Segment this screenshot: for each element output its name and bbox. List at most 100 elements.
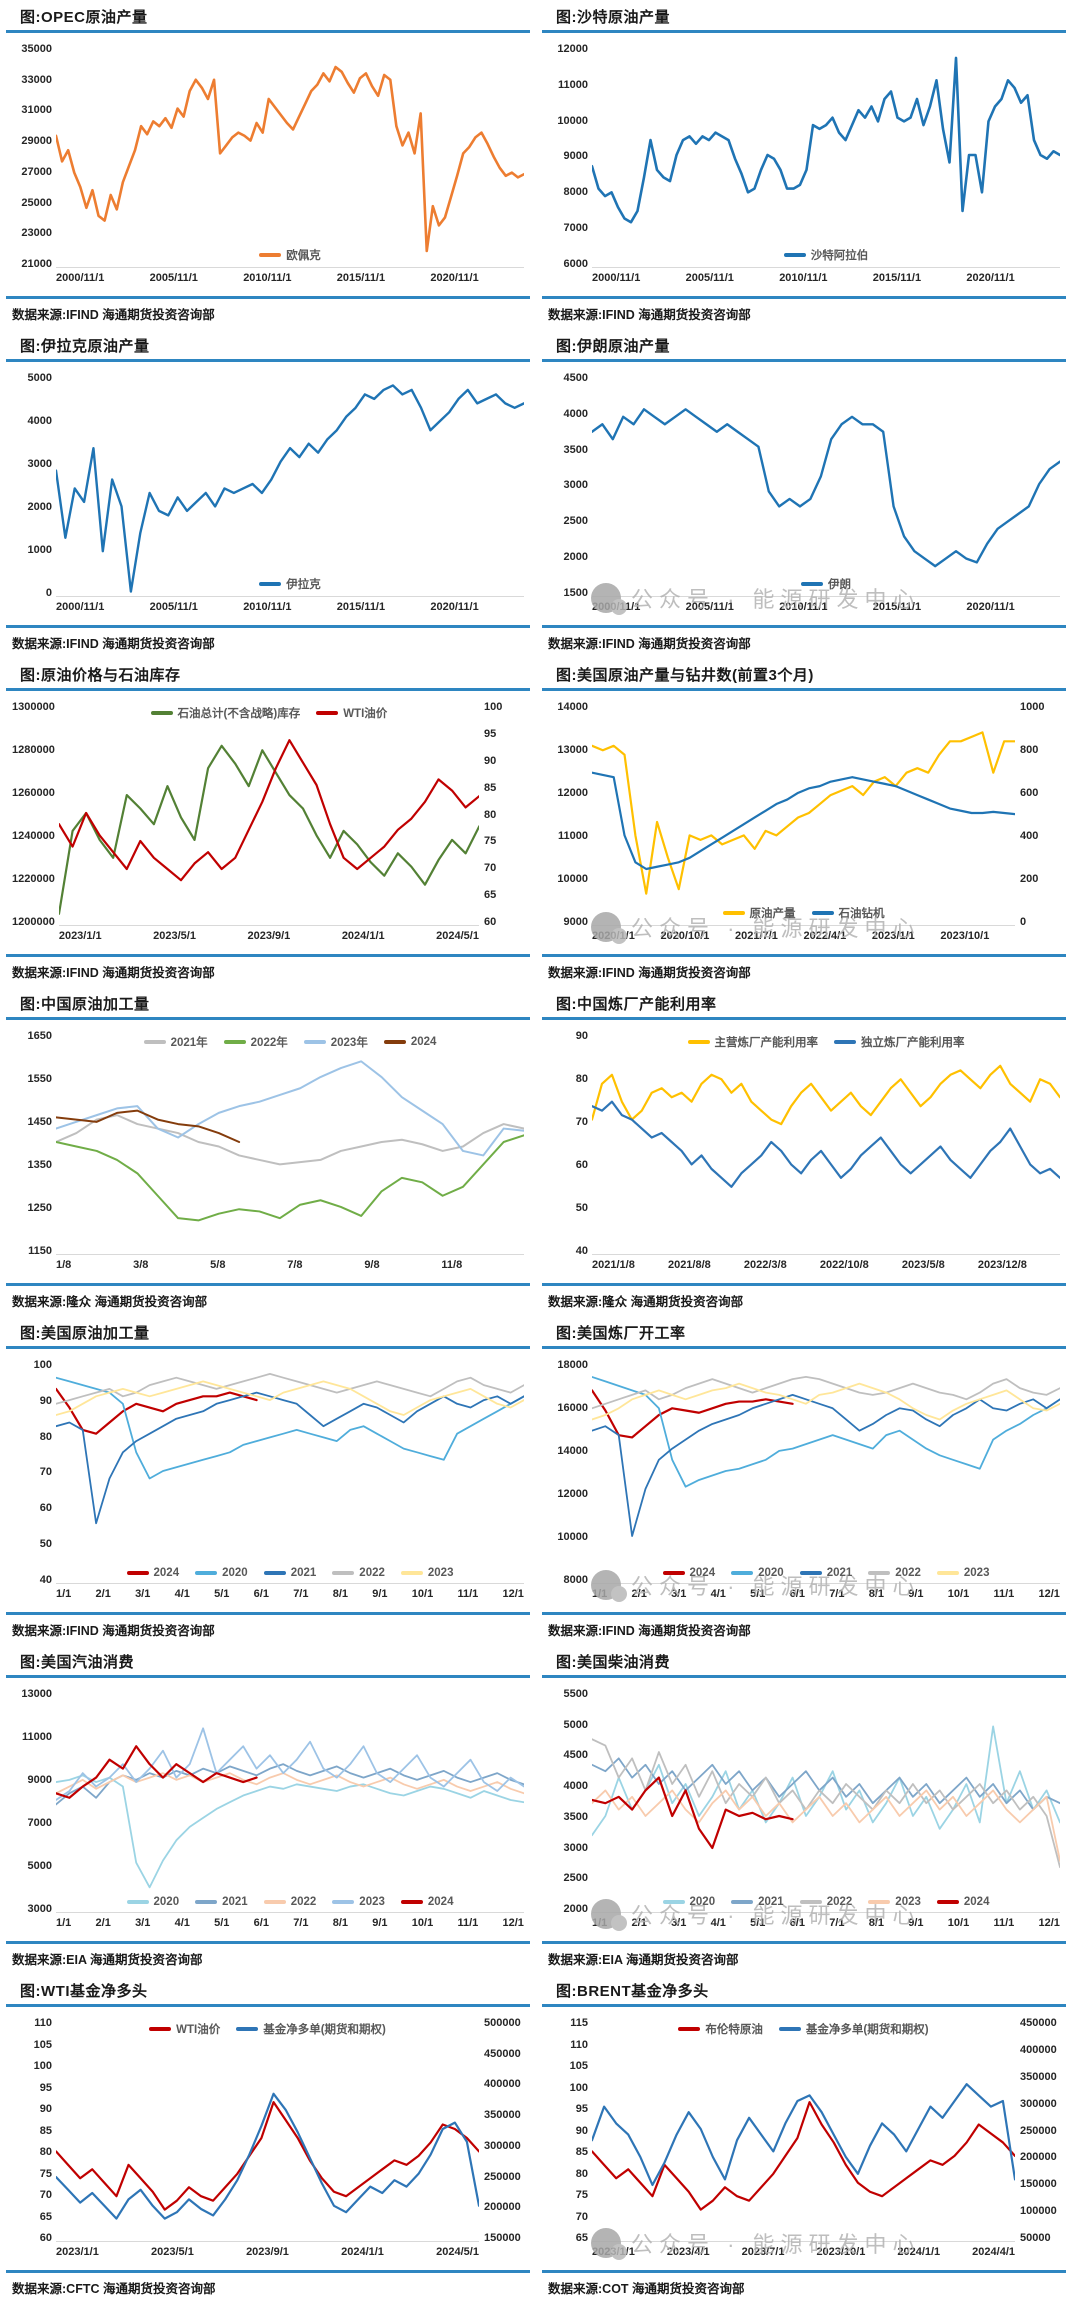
x-axis-tick: 3/8 <box>133 1259 149 1271</box>
plot-area: 原油产量 石油钻机 <box>592 701 1015 926</box>
y-axis-tick: 4000 <box>27 415 52 427</box>
series-line <box>56 1378 524 1479</box>
source-label: 数据来源:EIA 海通期货投资咨询部 <box>6 1941 530 1974</box>
y-axis-right: 100 95 90 85 80 75 70 65 60 <box>479 701 524 952</box>
series-line <box>59 746 479 914</box>
y-axis-tick: 200 <box>1020 873 1039 885</box>
x-axis-tick: 2005/11/1 <box>685 272 734 284</box>
y-axis-tick: 50 <box>575 1202 588 1214</box>
x-axis-tick: 11/1 <box>993 1588 1015 1600</box>
y-axis-tick: 11000 <box>22 1731 52 1743</box>
plot-area: 2024 2020 2021 2022 2023 <box>56 1359 524 1584</box>
x-axis-tick: 2023/9/1 <box>246 2246 289 2258</box>
y-axis-tick: 27000 <box>21 165 52 178</box>
plot-area: 欧佩克 <box>56 43 524 268</box>
y-axis-tick: 31000 <box>21 104 52 117</box>
y-axis-tick: 90 <box>575 2124 588 2137</box>
y-axis-tick: 13000 <box>21 1688 52 1700</box>
y-axis-tick: 65 <box>484 889 497 902</box>
y-axis-tick: 100 <box>484 701 503 713</box>
x-axis-tick: 2015/11/1 <box>872 601 922 613</box>
x-axis-tick: 9/1 <box>908 1588 924 1600</box>
y-axis-tick: 75 <box>39 2167 52 2180</box>
chart-body: 4500 4000 3500 3000 2500 2000 1500 伊朗 2000/11/… <box>542 362 1066 623</box>
plot-area: 2020 2021 2022 2023 2024 <box>592 1688 1060 1913</box>
x-axis-tick: 5/1 <box>214 1588 230 1600</box>
y-axis-tick: 60 <box>484 916 497 928</box>
series-line <box>56 1728 524 1800</box>
plot-area: 石油总计(不含战略)库存 WTI油价 <box>58 701 479 926</box>
y-axis-tick: 70 <box>39 1466 52 1479</box>
series-line <box>592 1778 793 1848</box>
x-axis: 2020/1/1 2020/10/1 2021/7/1 2022/4/1 2023/1/… <box>592 926 1015 952</box>
chart-panel-9: 图:美国原油加工量 100 90 80 70 60 50 40 2024 2020 2021 20… <box>0 1316 536 1645</box>
x-axis: 2023/1/1 2023/5/1 2023/9/1 2024/1/1 2024/5/1 <box>56 2242 479 2268</box>
panel-title: 图:BRENT基金净多头 <box>542 1976 1066 2007</box>
x-axis-tick: 2021/8/8 <box>667 1259 711 1271</box>
y-axis-left: 90 80 70 60 50 40 <box>546 1030 592 1281</box>
x-axis-tick: 2005/11/1 <box>149 272 198 284</box>
x-axis-tick: 2000/11/1 <box>56 601 105 613</box>
y-axis-tick: 23000 <box>21 227 52 240</box>
x-axis-tick: 2021/1/8 <box>592 1259 635 1271</box>
y-axis-tick: 7000 <box>27 1817 52 1829</box>
y-axis-tick: 80 <box>575 2167 588 2180</box>
series-line <box>56 1115 524 1164</box>
x-axis-tick: 11/1 <box>993 1917 1015 1929</box>
x-axis-tick: 2020/1/1 <box>592 930 635 942</box>
source-label: 数据来源:隆众 海通期货投资咨询部 <box>542 1283 1066 1316</box>
source-label: 数据来源:COT 海通期货投资咨询部 <box>542 2270 1066 2303</box>
panel-title: 图:美国柴油消费 <box>542 1647 1066 1678</box>
y-axis-tick: 150000 <box>484 2231 521 2244</box>
source-label: 数据来源:IFIND 海通期货投资咨询部 <box>6 296 530 329</box>
x-axis-tick: 2021/7/1 <box>735 930 778 942</box>
y-axis-tick: 500000 <box>484 2017 521 2029</box>
x-axis: 2000/11/1 2005/11/1 2010/11/1 2015/11/1 2020… <box>592 268 1060 294</box>
chart-svg <box>592 1688 1060 1912</box>
chart-body: 115 110 105 100 95 90 85 80 75 70 65 布伦特原油 基金净多单(期货… <box>542 2007 1066 2268</box>
x-axis-tick: 8/1 <box>332 1588 349 1600</box>
chart-body: 13000 11000 9000 7000 5000 3000 2020 2021 2022 2… <box>6 1678 530 1939</box>
y-axis-tick: 6000 <box>563 257 588 270</box>
chart-body: 100 90 80 70 60 50 40 2024 2020 2021 2022 2023 1/1… <box>6 1349 530 1610</box>
x-axis-tick: 2023/1/1 <box>592 2246 635 2258</box>
y-axis-tick: 400000 <box>1020 2043 1057 2056</box>
chart-body: 5000 4000 3000 2000 1000 0 伊拉克 2000/11/1 2005/… <box>6 362 530 623</box>
chart-panel-3: 图:伊拉克原油产量 5000 4000 3000 2000 1000 0 伊拉克 2000… <box>0 329 536 658</box>
y-axis-tick: 4500 <box>563 372 588 384</box>
x-axis-tick: 2024/5/1 <box>436 2246 479 2258</box>
x-axis-tick: 2024/1/1 <box>341 930 385 942</box>
y-axis-tick: 85 <box>484 781 497 794</box>
series-line <box>592 1102 1060 1187</box>
y-axis-tick: 110 <box>34 2017 52 2029</box>
chart-svg <box>592 1359 1060 1583</box>
panel-title: 图:沙特原油产量 <box>542 2 1066 33</box>
source-label: 数据来源:IFIND 海通期货投资咨询部 <box>6 954 530 987</box>
y-axis-tick: 60 <box>39 2232 52 2244</box>
x-axis-tick: 2015/11/1 <box>336 272 386 284</box>
series-line <box>56 1775 524 1887</box>
y-axis-tick: 40 <box>575 1245 588 1257</box>
y-axis-tick: 14000 <box>557 701 588 713</box>
y-axis-tick: 3000 <box>27 1903 52 1915</box>
y-axis-tick: 11000 <box>558 78 588 91</box>
series-line <box>56 67 524 251</box>
x-axis-tick: 11/1 <box>457 1588 479 1600</box>
y-axis-tick: 100 <box>33 2060 52 2072</box>
y-axis-tick: 600 <box>1020 787 1039 799</box>
x-axis-tick: 2020/10/1 <box>660 930 710 942</box>
panel-title: 图:OPEC原油产量 <box>6 2 530 33</box>
y-axis-left: 1650 1550 1450 1350 1250 1150 <box>10 1030 56 1281</box>
y-axis-left: 18000 16000 14000 12000 10000 8000 <box>546 1359 592 1610</box>
source-label: 数据来源:IFIND 海通期货投资咨询部 <box>542 1612 1066 1645</box>
panel-title: 图:伊朗原油产量 <box>542 331 1066 362</box>
x-axis-tick: 6/1 <box>253 1917 269 1929</box>
y-axis-tick: 7000 <box>563 222 588 235</box>
y-axis-tick: 90 <box>575 1030 588 1042</box>
source-label: 数据来源:隆众 海通期货投资咨询部 <box>6 1283 530 1316</box>
y-axis-tick: 350000 <box>484 2109 521 2122</box>
chart-svg <box>56 372 524 596</box>
plot-area: 2024 2020 2021 2022 2023 <box>592 1359 1060 1584</box>
chart-panel-12: 图:美国柴油消费 5500 5000 4500 4000 3500 3000 2500 200… <box>536 1645 1072 1974</box>
